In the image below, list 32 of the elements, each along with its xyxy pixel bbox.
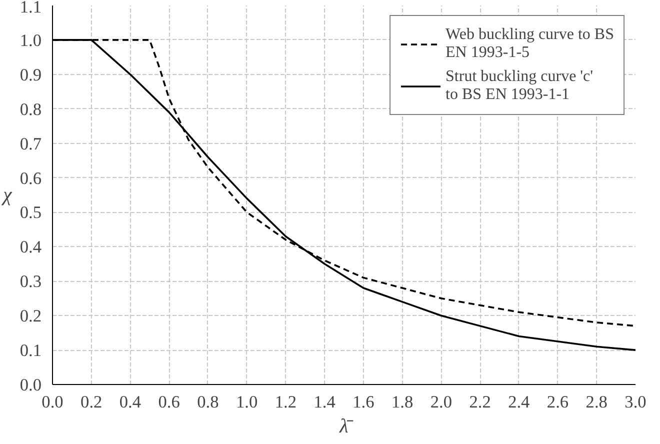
legend-label: Strut buckling curve 'c' to BS EN 1993-1-1 <box>446 68 594 104</box>
y-axis-title: χ <box>1 184 14 206</box>
y-tick-label: 0.0 <box>20 376 42 394</box>
x-tick-label: 0.8 <box>197 392 219 412</box>
x-tick-label: 1.4 <box>314 392 336 412</box>
x-tick-label: 2.0 <box>430 392 452 412</box>
y-tick-label: 0.2 <box>20 306 42 326</box>
x-tick-label: 1.0 <box>236 392 258 412</box>
y-tick-label: 0.4 <box>20 238 42 257</box>
x-tick-label: 1.8 <box>391 392 414 412</box>
x-tick-label: 0.0 <box>42 392 64 412</box>
y-tick-label: 0.9 <box>20 65 42 84</box>
x-tick-label: 1.2 <box>274 392 297 412</box>
y-tick-label: 1.1 <box>20 0 42 16</box>
x-tick-label: 3.0 <box>624 392 646 412</box>
y-tick-label: 0.8 <box>20 100 42 119</box>
x-tick-label: 2.8 <box>586 392 608 412</box>
x-tick-label: 1.6 <box>352 392 375 412</box>
x-tick-label: 0.2 <box>80 392 102 412</box>
legend-label: Web buckling curve to BS EN 1993-1-5 <box>446 26 614 62</box>
y-tick-label: 0.3 <box>20 272 42 292</box>
y-tick-label: 0.5 <box>20 203 42 222</box>
x-tick-label: 2.4 <box>508 392 530 412</box>
y-tick-label: 0.1 <box>20 341 42 360</box>
y-tick-label: 0.7 <box>20 134 42 154</box>
x-tick-label: 0.6 <box>158 392 180 412</box>
x-tick-label: 2.6 <box>546 392 569 412</box>
x-axis-title: λ̄ <box>338 416 354 438</box>
y-tick-label: 1.0 <box>20 30 42 50</box>
y-tick-label: 0.6 <box>20 168 42 188</box>
x-tick-label: 0.4 <box>119 392 142 412</box>
x-tick-label: 2.2 <box>469 392 491 412</box>
